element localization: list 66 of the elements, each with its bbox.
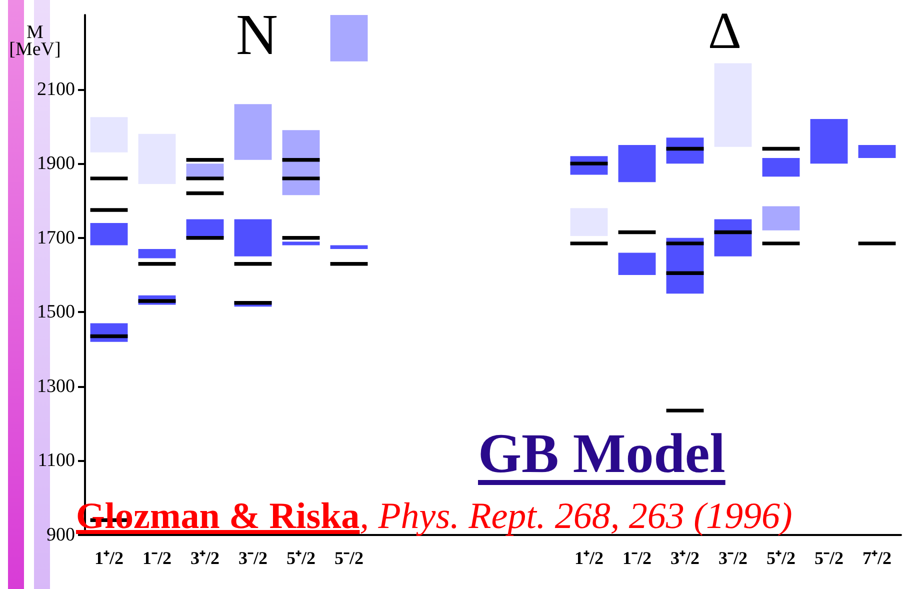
bar (714, 219, 752, 256)
bar (762, 146, 800, 151)
bar (570, 162, 608, 166)
x-tick-label: 3⁺/2 (670, 548, 700, 568)
x-tick-label: 1⁻/2 (622, 548, 652, 568)
x-tick-label: 1⁺/2 (574, 548, 604, 568)
bar (234, 262, 272, 266)
x-tick-label: 5⁺/2 (766, 548, 796, 568)
bar (90, 334, 128, 338)
x-tick-label: 1⁻/2 (142, 548, 172, 568)
x-tick-label: 1⁺/2 (94, 548, 124, 568)
bar (330, 245, 368, 249)
bar (618, 230, 656, 234)
x-tick-label: 7⁺/2 (862, 548, 892, 568)
y-tick-label: 1900 (37, 153, 75, 174)
bar (282, 242, 320, 246)
y-tick-label: 1700 (37, 227, 75, 248)
x-tick-label: 5⁻/2 (814, 548, 844, 568)
y-tick-label: 1100 (38, 450, 75, 472)
bar (858, 242, 896, 246)
annotation: Δ (708, 3, 742, 60)
x-tick-label: 3⁺/2 (190, 548, 220, 568)
annotation: N (236, 2, 278, 67)
bar (138, 134, 176, 184)
bar (90, 176, 128, 180)
y-axis-title: M [MeV] (8, 22, 62, 60)
bar (186, 158, 224, 162)
bar (618, 252, 656, 275)
bar (90, 117, 128, 152)
bar (282, 176, 320, 180)
bar (234, 104, 272, 160)
bar (762, 206, 800, 230)
x-tick-label: 3⁻/2 (718, 548, 748, 568)
bar (666, 408, 704, 412)
bar (282, 158, 320, 162)
bar (666, 242, 704, 246)
bar (138, 262, 176, 266)
bar (618, 145, 656, 182)
x-tick-label: 5⁻/2 (334, 548, 364, 568)
bar (138, 299, 176, 303)
bar (762, 242, 800, 246)
bar (570, 242, 608, 246)
x-tick-label: 3⁻/2 (238, 548, 268, 568)
bar (666, 271, 704, 275)
bar (186, 236, 224, 240)
bar (858, 145, 896, 158)
bar (762, 158, 800, 177)
bar (810, 119, 848, 164)
bar (186, 176, 224, 180)
y-tick-label: 1500 (37, 302, 75, 323)
bar (282, 236, 320, 240)
annotation: , Phys. Rept. 268, 263 (1996) (360, 496, 792, 537)
bar (330, 15, 368, 62)
bar (330, 262, 368, 266)
y-tick-label: 2100 (37, 78, 75, 100)
bar (234, 219, 272, 256)
annotation: GB Model (478, 423, 726, 485)
bar (90, 208, 128, 212)
bar (138, 249, 176, 258)
bar (666, 146, 704, 151)
bar (714, 230, 752, 234)
y-tick-label: 900 (46, 524, 75, 546)
y-tick-label: 1300 (37, 376, 75, 397)
x-tick-label: 5⁺/2 (286, 548, 316, 568)
bar (90, 223, 128, 246)
bar (186, 191, 224, 196)
